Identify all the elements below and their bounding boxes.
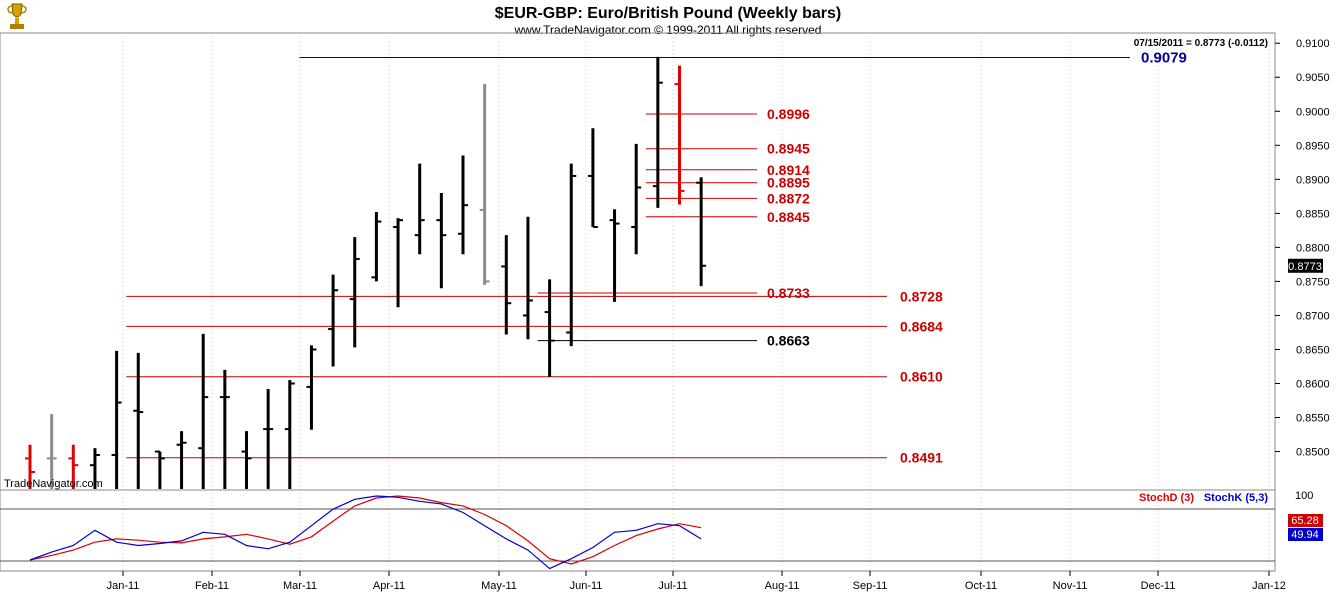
price-axis: 0.8500 0.8550 0.8600 0.8650 0.8700 0.8750 0.88… bbox=[1275, 38, 1330, 459]
month-tick-label: Mar-11 bbox=[283, 580, 317, 592]
level-label: 0.8684 bbox=[900, 318, 943, 334]
price-grid bbox=[122, 33, 1270, 571]
stoch-panel-frame bbox=[0, 489, 1276, 572]
level-label: 0.8895 bbox=[767, 175, 810, 191]
ohlc-bar bbox=[68, 444, 79, 489]
price-tick-label: 0.8950 bbox=[1296, 140, 1330, 152]
month-tick-label: Apr-11 bbox=[373, 580, 405, 592]
level-label: 0.9079 bbox=[1141, 50, 1187, 67]
stoch-k-legend: StochK (5,3) bbox=[1204, 492, 1269, 504]
ohlc-bar bbox=[111, 350, 122, 489]
ohlc-bar bbox=[133, 352, 144, 489]
month-tick-label: Oct-11 bbox=[965, 580, 997, 592]
level-label: 0.8610 bbox=[900, 369, 943, 385]
ohlc-bar bbox=[349, 237, 360, 348]
level-label: 0.8996 bbox=[767, 106, 810, 122]
ohlc-bar bbox=[631, 143, 642, 255]
ohlc-bar bbox=[219, 369, 230, 489]
ohlc-bar bbox=[284, 380, 295, 489]
month-tick-label: Jul-11 bbox=[658, 580, 687, 592]
stoch-k-value: 49.94 bbox=[1291, 529, 1319, 541]
stochastic-panel: 65.28 49.94 bbox=[0, 495, 1323, 570]
ohlc-bar bbox=[198, 333, 209, 489]
stoch-d-value: 65.28 bbox=[1291, 515, 1319, 527]
price-tick-label: 0.8800 bbox=[1296, 242, 1330, 254]
ohlc-bar bbox=[241, 431, 252, 489]
trophy-icon bbox=[7, 3, 27, 29]
ohlc-bar bbox=[696, 177, 707, 287]
price-tick-label: 0.9050 bbox=[1296, 72, 1330, 84]
ohlc-bar bbox=[587, 128, 598, 228]
price-tick-label: 0.8500 bbox=[1296, 447, 1330, 459]
price-panel-frame bbox=[0, 32, 1276, 491]
ohlc-bar bbox=[263, 388, 274, 489]
price-tick-label: 0.8900 bbox=[1296, 174, 1330, 186]
price-tick-label: 0.8600 bbox=[1296, 379, 1330, 391]
price-tick-label: 0.8750 bbox=[1296, 276, 1330, 288]
ohlc-bar bbox=[414, 163, 425, 255]
chart-title: $EUR-GBP: Euro/British Pound (Weekly bar… bbox=[495, 5, 841, 22]
ohlc-bar bbox=[458, 155, 468, 255]
price-tick-label: 0.8550 bbox=[1296, 413, 1330, 425]
ohlc-bar bbox=[306, 345, 317, 430]
time-axis: Jan-11 Feb-11 Mar-11 Apr-11 May-11 Jun-11 Jul-… bbox=[107, 571, 1286, 592]
level-label: 0.8728 bbox=[900, 288, 943, 304]
ohlc-bar bbox=[328, 274, 339, 367]
level-label: 0.8914 bbox=[767, 162, 810, 178]
ohlc-bar bbox=[522, 216, 533, 340]
ohlc-bar bbox=[25, 444, 35, 489]
level-label: 0.8663 bbox=[767, 333, 810, 349]
ohlc-bar bbox=[436, 192, 447, 289]
ohlc-bars bbox=[25, 56, 707, 489]
price-tick-label: 0.8850 bbox=[1296, 208, 1330, 220]
price-tick-label: 0.9100 bbox=[1296, 38, 1330, 50]
watermark: TradeNavigator.com bbox=[4, 478, 103, 490]
stoch-d-legend: StochD (3) bbox=[1139, 492, 1194, 504]
ohlc-bar bbox=[371, 211, 382, 282]
level-label: 0.8945 bbox=[767, 141, 810, 157]
price-tick-label: 0.8650 bbox=[1296, 344, 1330, 356]
month-tick-label: May-11 bbox=[481, 580, 517, 592]
ohlc-bar bbox=[46, 414, 57, 489]
stoch-k-line bbox=[29, 495, 702, 570]
copyright-text: www.TradeNavigator.com © 1999-2011 All r… bbox=[514, 23, 822, 37]
month-tick-label: Jun-11 bbox=[570, 580, 603, 592]
ohlc-bar bbox=[609, 209, 620, 302]
ohlc-bar bbox=[674, 65, 685, 205]
ohlc-bar bbox=[652, 56, 663, 208]
ohlc-bar bbox=[393, 218, 404, 308]
month-tick-label: Feb-11 bbox=[195, 580, 229, 592]
month-tick-label: Aug-11 bbox=[765, 580, 800, 592]
month-tick-label: Nov-11 bbox=[1053, 580, 1088, 592]
price-tick-label: 0.8700 bbox=[1296, 310, 1330, 322]
ohlc-bar bbox=[566, 163, 577, 347]
level-label: 0.8845 bbox=[767, 209, 810, 225]
ohlc-bar bbox=[154, 450, 165, 489]
ohlc-bar bbox=[89, 448, 100, 489]
last-price-marker: 0.8773 bbox=[1288, 258, 1323, 273]
month-tick-label: Dec-11 bbox=[1141, 580, 1176, 592]
level-label: 0.8491 bbox=[900, 450, 943, 466]
month-tick-label: Jan-11 bbox=[107, 580, 140, 592]
stoch-d-line bbox=[29, 495, 702, 565]
ohlc-bar bbox=[501, 235, 512, 335]
month-tick-label: Sep-11 bbox=[853, 580, 888, 592]
month-tick-label: Jan-12 bbox=[1252, 580, 1286, 592]
date-readout: 07/15/2011 = 0.8773 (-0.0112) bbox=[1134, 38, 1268, 49]
level-label: 0.8872 bbox=[767, 190, 810, 206]
logo bbox=[7, 3, 27, 29]
level-label: 0.8733 bbox=[767, 285, 810, 301]
stoch-scale-label: 100 bbox=[1295, 490, 1313, 502]
ohlc-bar bbox=[479, 84, 490, 285]
ohlc-bar bbox=[176, 431, 187, 489]
price-tick-label: 0.9000 bbox=[1296, 106, 1330, 118]
ohlc-bar bbox=[544, 279, 555, 377]
last-price-label: 0.8773 bbox=[1288, 261, 1322, 273]
